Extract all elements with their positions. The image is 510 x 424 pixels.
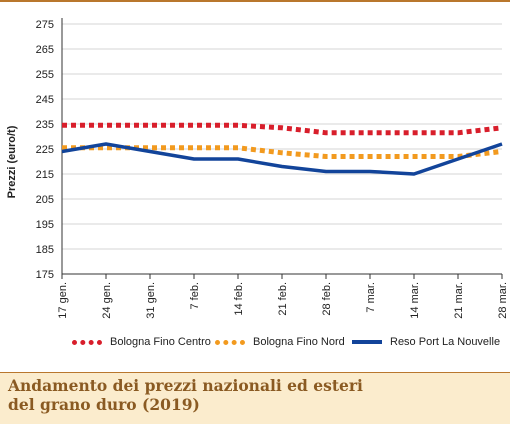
legend-item-bologna-fino-centro: Bologna Fino Centro (72, 336, 211, 348)
x-tick-label: 7 mar. (365, 282, 377, 313)
caption-title-line-1: Andamento dei prezzi nazionali ed esteri (8, 376, 363, 395)
tick-labels: 175 185 195 205 215 225 235 245 255 265 275 17 gen.… (36, 19, 509, 319)
series-line-3 (61, 142, 503, 176)
x-tick-label: 21 feb. (277, 282, 289, 316)
y-tick-label: 235 (36, 119, 54, 131)
y-tick-label: 245 (36, 94, 54, 106)
x-tick-label: 28 mar. (497, 282, 509, 319)
x-tick-label: 17 gen. (57, 282, 69, 319)
y-tick-label: 215 (36, 169, 54, 181)
legend-item-reso-port-la-nouvelle: Reso Port La Nouvelle (352, 336, 500, 348)
legend-swatch-red (72, 339, 102, 345)
x-tick-label: 7 feb. (189, 282, 201, 310)
line-chart: 175 185 195 205 215 225 235 245 255 265 275 17 gen.… (6, 18, 509, 319)
caption-box: Andamento dei prezzi nazionali ed esteri… (0, 372, 510, 424)
legend-item-bologna-fino-nord: Bologna Fino Nord (215, 336, 345, 348)
legend-label: Bologna Fino Centro (110, 336, 211, 348)
x-tick-label: 14 feb. (233, 282, 245, 316)
y-tick-label: 225 (36, 144, 54, 156)
y-tick-label: 255 (36, 69, 54, 81)
y-tick-label: 175 (36, 269, 54, 281)
legend-label: Reso Port La Nouvelle (390, 336, 501, 348)
gridlines (62, 23, 502, 250)
top-border (0, 0, 510, 2)
x-tick-label: 24 gen. (101, 282, 113, 319)
y-tick-label: 205 (36, 194, 54, 206)
y-tick-label: 275 (36, 19, 54, 31)
x-tick-label: 21 mar. (453, 282, 465, 319)
legend: Bologna Fino Centro Bologna Fino Nord Re… (0, 330, 510, 358)
series-lines (61, 122, 503, 176)
x-tick-label: 31 gen. (145, 282, 157, 319)
caption-title-line-2: del grano duro (2019) (8, 395, 200, 414)
legend-label: Bologna Fino Nord (253, 336, 345, 348)
x-tick-label: 28 feb. (321, 282, 333, 316)
legend-swatch-blue (352, 340, 382, 344)
y-tick-label: 265 (36, 44, 54, 56)
x-tick-label: 14 mar. (409, 282, 421, 319)
y-tick-label: 185 (36, 244, 54, 256)
series-line-1 (62, 122, 503, 136)
y-axis-title: Prezzi (euro/t) (6, 125, 18, 198)
caption-title: Andamento dei prezzi nazionali ed esteri… (8, 376, 503, 414)
legend-swatch-orange (215, 339, 245, 345)
y-tick-label: 195 (36, 219, 54, 231)
